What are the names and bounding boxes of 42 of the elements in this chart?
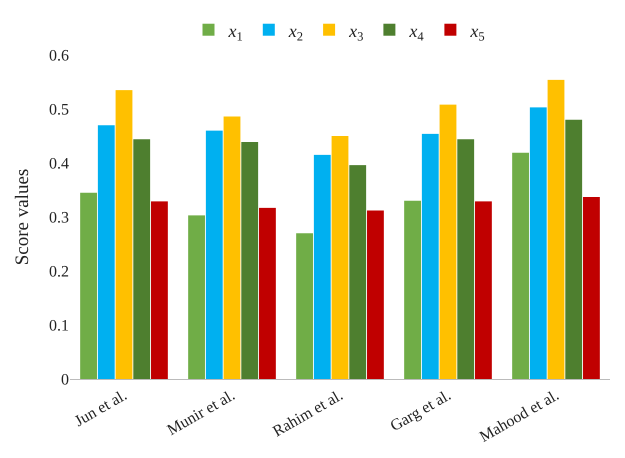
bar: [206, 130, 223, 379]
y-tick-label: 0.1: [49, 318, 69, 335]
legend-label: x$_{5}$: [469, 20, 485, 44]
y-axis-title: Score values: [12, 168, 33, 266]
bar: [475, 201, 492, 379]
bar: [241, 142, 258, 379]
bar: [367, 210, 384, 379]
bar: [349, 165, 366, 379]
bar: [98, 125, 115, 379]
bar: [530, 107, 547, 379]
x-tick-label: Garg et al.: [388, 386, 454, 435]
bar: [440, 104, 456, 379]
y-tick-label: 0.6: [49, 48, 69, 65]
bar: [457, 139, 474, 379]
y-tick-label: 0.5: [49, 102, 69, 119]
y-tick-label: 0.3: [49, 210, 69, 227]
bar: [583, 197, 600, 379]
x-tick-label: Munir et al.: [164, 386, 238, 440]
bar: [151, 201, 168, 379]
bar: [565, 120, 582, 379]
bar: [133, 139, 150, 379]
legend-label: x$_{4}$: [408, 20, 424, 44]
bar: [296, 233, 313, 379]
y-tick-label: 0: [61, 372, 69, 389]
bar: [404, 200, 421, 379]
y-tick-label: 0.4: [49, 156, 69, 173]
bar: [332, 136, 348, 379]
legend-label: x$_{2}$: [288, 20, 304, 44]
bar: [116, 90, 132, 379]
y-tick-label: 0.2: [49, 264, 69, 281]
bar: [259, 208, 276, 379]
bar: [512, 152, 529, 379]
bar: [314, 154, 331, 379]
legend-label: x$_{1}$: [228, 20, 243, 44]
x-tick-label: Jun et al.: [72, 386, 130, 430]
x-tick-label: Rahim et al.: [270, 386, 346, 440]
bar: [188, 215, 205, 379]
bar: [548, 80, 564, 379]
bar: [224, 116, 240, 379]
bar: [80, 192, 97, 379]
legend-label: x$_{3}$: [348, 20, 364, 44]
bar: [422, 134, 439, 379]
